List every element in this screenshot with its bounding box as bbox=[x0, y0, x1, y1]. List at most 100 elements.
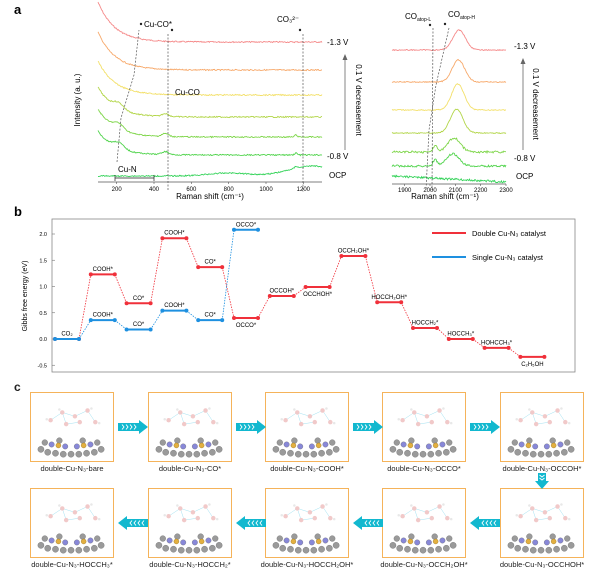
annotation-co-atop-l: COatop-L bbox=[405, 12, 431, 23]
annotation-pointers bbox=[139, 22, 447, 32]
y-tick-label: 1.0 bbox=[39, 285, 47, 291]
molecule-structure-icon bbox=[272, 502, 340, 554]
connector bbox=[150, 310, 163, 330]
molecule-structure-icon bbox=[155, 406, 223, 458]
direction-arrow-left bbox=[342, 54, 348, 150]
connector bbox=[186, 310, 199, 321]
x-tick-label: 1900 bbox=[398, 188, 412, 194]
y-axis-label: Gibbs free energy (eV) bbox=[22, 261, 29, 332]
level-label: COOH* bbox=[164, 231, 185, 237]
panel-label-c: c bbox=[14, 380, 21, 394]
y-tick-label: 0.5 bbox=[39, 311, 47, 317]
label-ocp-left: OCP bbox=[329, 171, 346, 180]
spectrum-trace bbox=[97, 31, 322, 72]
structure-image bbox=[148, 488, 232, 558]
panel-b-free-energy-diagram: b Gibbs free energy (eV) -0.5 0.0 0.5 1.0 1.… bbox=[14, 204, 576, 373]
direction-arrow-right bbox=[520, 58, 526, 150]
spectrum-trace bbox=[391, 83, 506, 111]
structure-image bbox=[382, 392, 466, 462]
annotation-co3: CO₃²⁻ bbox=[277, 15, 299, 24]
structure-caption: double-Cu-N₃-HOCCH₂* bbox=[149, 560, 231, 569]
level-marker bbox=[232, 227, 236, 232]
legend: Double Cu-N₃ catalyst Single Cu-N₃ catal… bbox=[432, 229, 547, 262]
y-axis-ticks: -0.5 0.0 0.5 1.0 1.5 2.0 bbox=[38, 232, 55, 369]
level-label: HOCCH₂OH* bbox=[371, 295, 407, 301]
level-marker bbox=[160, 308, 165, 313]
structure-image bbox=[30, 392, 114, 462]
level-marker bbox=[53, 337, 57, 341]
level-marker bbox=[482, 345, 487, 350]
left-spectra-plot: 200 400 600 800 1000 1200 bbox=[97, 1, 323, 193]
connector bbox=[186, 238, 199, 268]
level-label: OCCOH* bbox=[269, 288, 294, 294]
left-x-axis-label: Raman shift (cm⁻¹) bbox=[176, 192, 244, 201]
spectrum-trace bbox=[97, 60, 323, 97]
structure-image bbox=[500, 488, 584, 558]
level-label: OCCO* bbox=[236, 222, 257, 228]
label-minus-1.3v-left: -1.3 V bbox=[327, 38, 349, 47]
arrow-left-icon bbox=[353, 516, 383, 530]
arrow-right-icon bbox=[236, 420, 266, 434]
spectrum-trace bbox=[97, 165, 323, 178]
panel-a-raman-spectra: a Intensity (a. u.) 200 400 600 800 1000 1200… bbox=[14, 1, 540, 201]
level-marker bbox=[303, 285, 308, 290]
level-marker bbox=[232, 316, 236, 320]
level-label: HOCCH₂* bbox=[412, 320, 439, 326]
structure-caption: double-Cu-N₃-OCCH₂OH* bbox=[380, 560, 468, 569]
connector bbox=[329, 255, 342, 288]
molecule-structure-icon bbox=[37, 406, 105, 458]
arrow-right-icon bbox=[118, 420, 148, 434]
label-minus-1.3v-right: -1.3 V bbox=[514, 42, 536, 51]
level-label: CO* bbox=[205, 313, 217, 319]
level-marker bbox=[124, 327, 129, 332]
y-tick-label: -0.5 bbox=[38, 363, 47, 369]
label-minus-0.8v-right: -0.8 V bbox=[514, 154, 536, 163]
y-axis-label: Intensity (a. u.) bbox=[73, 73, 82, 126]
structure-image bbox=[382, 488, 466, 558]
arrow-left-icon bbox=[118, 516, 148, 530]
structure-caption: double-Cu-N₃-bare bbox=[40, 464, 104, 473]
label-ocp-right: OCP bbox=[516, 172, 533, 181]
annotation-co-atop-h: COatop-H bbox=[448, 10, 475, 21]
level-marker bbox=[446, 337, 451, 341]
spectrum-trace bbox=[391, 137, 506, 155]
x-tick-label: 400 bbox=[149, 187, 160, 193]
structure-caption: double-Cu-N₃-HOCCH₂OH* bbox=[260, 560, 354, 569]
structure-image bbox=[148, 392, 232, 462]
x-tick-label: 2200 bbox=[474, 188, 488, 194]
molecule-structure-icon bbox=[507, 502, 575, 554]
x-tick-label: 2300 bbox=[499, 188, 513, 194]
connector bbox=[114, 274, 127, 304]
connector bbox=[400, 302, 414, 329]
level-marker bbox=[291, 293, 296, 298]
label-minus-0.8v-left: -0.8 V bbox=[327, 152, 349, 161]
cu-n-range-bracket bbox=[114, 175, 155, 181]
level-marker bbox=[363, 254, 368, 259]
series-single: COOH* CO* COOH* CO* OCCO* bbox=[53, 222, 260, 341]
direction-label-right: 0.1 V decreasement bbox=[531, 68, 540, 140]
structure-image bbox=[265, 488, 349, 558]
level-marker bbox=[220, 318, 225, 323]
level-marker bbox=[256, 227, 260, 232]
level-label: C₂H₅OH bbox=[521, 362, 543, 368]
level-marker bbox=[184, 308, 189, 313]
spectrum-trace bbox=[97, 109, 323, 139]
spectrum-trace bbox=[391, 174, 507, 184]
spectrum-trace bbox=[391, 152, 507, 168]
level-marker bbox=[88, 318, 93, 323]
plot-frame bbox=[51, 218, 576, 373]
spectrum-trace bbox=[97, 1, 323, 44]
spectrum-trace bbox=[391, 108, 507, 135]
level-marker bbox=[184, 236, 189, 241]
spectrum-trace bbox=[97, 86, 323, 119]
annotation-guides bbox=[116, 27, 450, 192]
level-label: CO* bbox=[205, 260, 217, 266]
structure-caption: double-Cu-N₃-OCCHOH* bbox=[499, 560, 585, 569]
level-marker bbox=[112, 272, 117, 277]
arrow-left-icon bbox=[236, 516, 266, 530]
level-marker bbox=[411, 325, 415, 330]
connector bbox=[78, 319, 92, 340]
arrow-left-icon bbox=[470, 516, 500, 530]
annotation-cu-co: Cu-CO bbox=[175, 88, 200, 97]
x-tick-label: 800 bbox=[224, 187, 235, 193]
